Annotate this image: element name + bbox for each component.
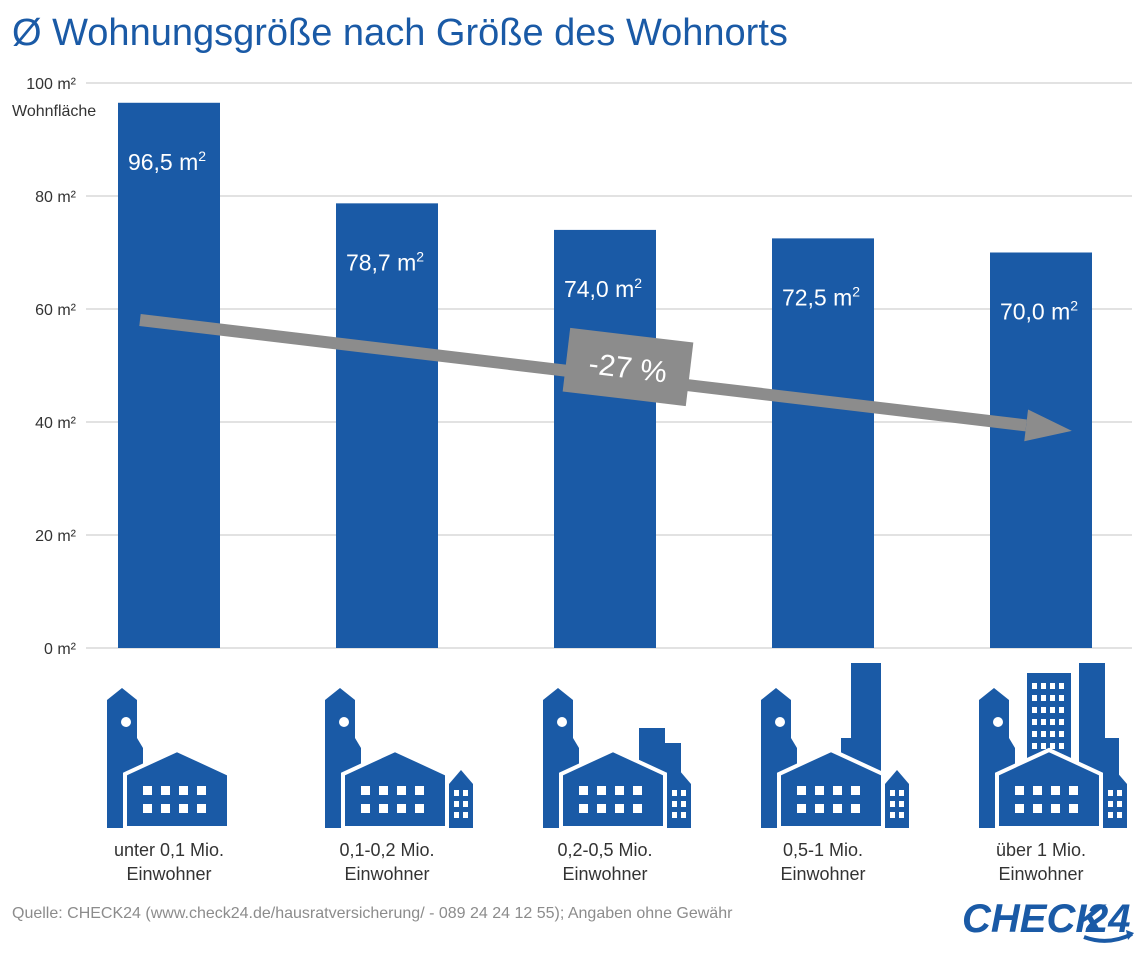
town-icon [325, 688, 473, 830]
bar-value-label: 70,0 m2 [1000, 298, 1078, 325]
bar-value-label: 96,5 m2 [128, 148, 206, 175]
bar-value-label: 74,0 m2 [564, 275, 642, 302]
y-tick-label: 80 m² [35, 189, 77, 206]
y-axis-label: Wohnfläche [12, 103, 96, 120]
bar [336, 203, 438, 648]
small-town-icon [107, 688, 231, 830]
source-note: Quelle: CHECK24 (www.check24.de/hausratv… [12, 905, 733, 922]
small-city-icon [543, 688, 691, 830]
bar-value-label: 72,5 m2 [782, 283, 860, 310]
svg-text:24: 24 [1085, 897, 1131, 941]
chart-title: Ø Wohnungsgröße nach Größe des Wohnorts [12, 12, 788, 54]
trend-label-box: -27 % [562, 327, 694, 407]
bar [772, 238, 874, 648]
bar-chart: 0 m² 20 m² 40 m² 60 m² 80 m² 100 m² Wohnfläche… [12, 76, 1132, 884]
category-label: unter 0,1 Mio. [114, 840, 224, 860]
category-label: Einwohner [126, 864, 211, 884]
category-label: 0,5-1 Mio. [783, 840, 863, 860]
y-tick-label: 60 m² [35, 302, 77, 319]
trend-arrow-head [1024, 409, 1072, 442]
y-tick-label: 40 m² [35, 415, 77, 432]
svg-text:CHECK: CHECK [962, 897, 1107, 941]
trend-label-bg [562, 327, 694, 407]
bar-value-label: 78,7 m2 [346, 248, 424, 275]
category-label: Einwohner [562, 864, 647, 884]
category-label: Einwohner [780, 864, 865, 884]
bar [118, 102, 220, 648]
y-tick-label: 0 m² [44, 641, 77, 658]
category-label: 0,1-0,2 Mio. [339, 840, 434, 860]
category-label: Einwohner [344, 864, 429, 884]
category-label: Einwohner [998, 864, 1083, 884]
bar [554, 229, 656, 648]
check24-logo: CHECK 24 [962, 897, 1134, 943]
city-icon [761, 663, 909, 830]
y-tick-label: 20 m² [35, 528, 77, 545]
metropolis-icon [979, 663, 1127, 830]
category-label: über 1 Mio. [996, 840, 1086, 860]
bar [990, 252, 1092, 648]
category-label: 0,2-0,5 Mio. [557, 840, 652, 860]
y-tick-label: 100 m² [26, 76, 76, 93]
